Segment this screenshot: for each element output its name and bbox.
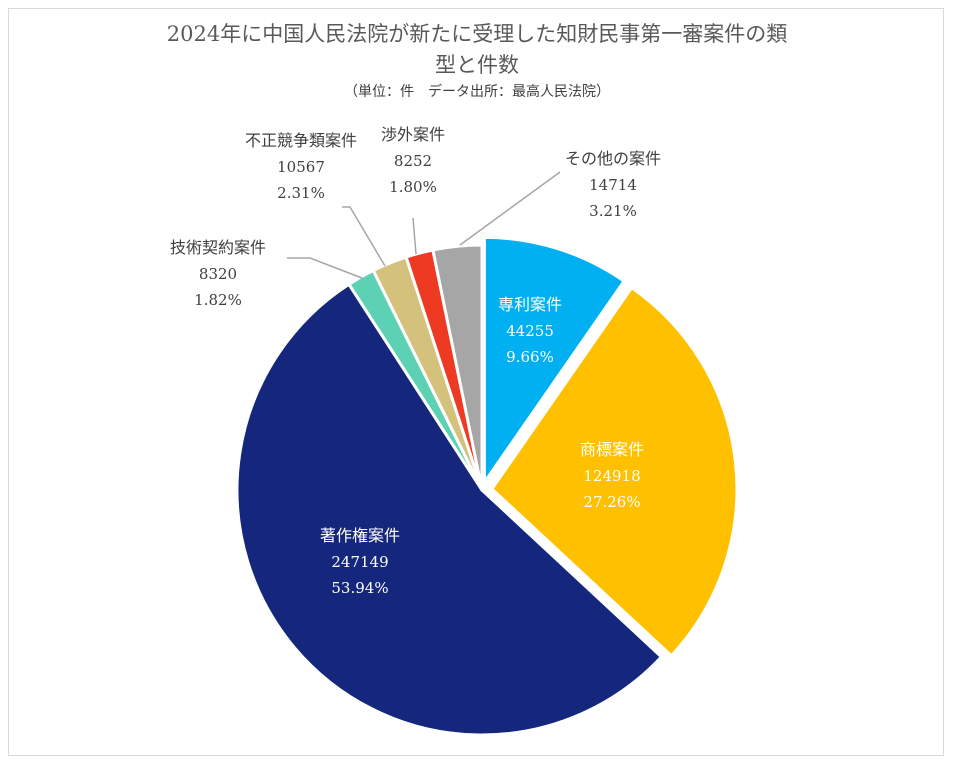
leader-line-foreign (412, 217, 417, 255)
data-label-other-label: その他の案件 (565, 149, 661, 168)
data-label-unfair-competition-percent: 2.31% (277, 184, 325, 202)
data-label-foreign-value: 8252 (394, 152, 432, 170)
leader-line-unfair-competition (342, 206, 386, 267)
leader-line-tech-contract (287, 257, 363, 279)
pie-slice-patent (482, 235, 626, 484)
data-label-copyright-label: 著作権案件 (320, 526, 400, 545)
data-label-trademark-label: 商標案件 (580, 440, 644, 459)
data-label-trademark-value: 124918 (583, 467, 640, 485)
pie-slices (235, 235, 739, 737)
data-label-unfair-competition-label: 不正競争類案件 (245, 131, 357, 150)
data-label-foreign-percent: 1.80% (389, 178, 437, 196)
data-label-tech-contract-value: 8320 (199, 265, 237, 283)
data-label-other-percent: 3.21% (589, 202, 637, 220)
data-label-copyright-percent: 53.94% (331, 579, 388, 597)
chart-title-line-1: 2024年に中国人民法院が新たに受理した知財民事第一審案件の類 (167, 22, 787, 46)
data-label-tech-contract-label: 技術契約案件 (170, 238, 266, 257)
data-label-patent-value: 44255 (506, 322, 554, 340)
chart-subtitle: （単位：件 データ出所：最高人民法院） (344, 83, 610, 100)
data-label-unfair-competition-value: 10567 (277, 158, 325, 176)
leader-line-other (459, 171, 561, 246)
slice-labels: 専利案件 44255 9.66% 商標案件 124918 27.26% 著作権案件 24714… (170, 125, 661, 597)
leader-lines (287, 171, 561, 279)
pie-slice-trademark (490, 286, 739, 658)
data-label-other-value: 14714 (589, 176, 637, 194)
data-label-patent-percent: 9.66% (506, 348, 554, 366)
data-label-trademark-percent: 27.26% (583, 493, 640, 511)
data-label-tech-contract-percent: 1.82% (194, 291, 242, 309)
chart-title-line-2: 型と件数 (435, 53, 519, 77)
data-label-copyright-value: 247149 (331, 553, 388, 571)
pie-slice-other (431, 243, 484, 492)
pie-slice-copyright (235, 282, 663, 737)
data-label-foreign-label: 渉外案件 (381, 125, 445, 144)
data-label-patent-label: 専利案件 (498, 295, 562, 314)
